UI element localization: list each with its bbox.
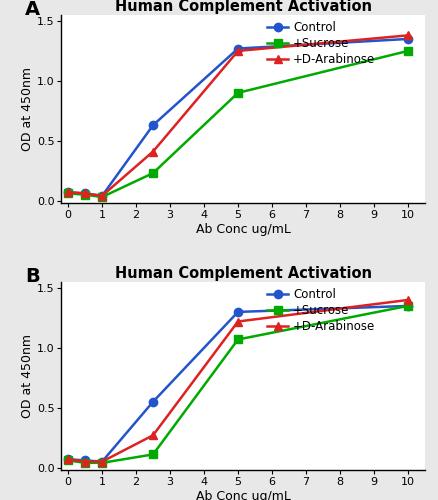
+Sucrose	[405, 48, 410, 54]
Line: Control: Control	[64, 302, 412, 466]
+Sucrose	[66, 190, 71, 196]
Line: +D-Arabinose: +D-Arabinose	[64, 296, 412, 466]
Legend: Control, +Sucrose, +D-Arabinose: Control, +Sucrose, +D-Arabinose	[267, 288, 375, 333]
Line: +Sucrose: +Sucrose	[64, 302, 412, 467]
Control	[99, 193, 105, 199]
Control	[82, 190, 88, 196]
Line: +Sucrose: +Sucrose	[64, 47, 412, 201]
+D-Arabinose	[66, 189, 71, 195]
+Sucrose	[235, 90, 240, 96]
+D-Arabinose	[99, 458, 105, 464]
+Sucrose	[82, 460, 88, 466]
Control	[405, 303, 410, 309]
+Sucrose	[150, 170, 155, 176]
Line: +D-Arabinose: +D-Arabinose	[64, 31, 412, 200]
+D-Arabinose	[150, 148, 155, 154]
Control	[82, 458, 88, 464]
Control	[99, 458, 105, 464]
+Sucrose	[150, 452, 155, 458]
+Sucrose	[82, 192, 88, 198]
+D-Arabinose	[405, 32, 410, 38]
+D-Arabinose	[150, 432, 155, 438]
+D-Arabinose	[235, 48, 240, 54]
Text: B: B	[25, 267, 40, 286]
X-axis label: Ab Conc ug/mL: Ab Conc ug/mL	[196, 490, 290, 500]
+Sucrose	[405, 303, 410, 309]
+D-Arabinose	[405, 297, 410, 303]
Line: Control: Control	[64, 35, 412, 200]
Control	[66, 189, 71, 195]
Control	[235, 309, 240, 315]
Y-axis label: OD at 450nm: OD at 450nm	[21, 334, 34, 418]
+Sucrose	[99, 460, 105, 466]
Text: A: A	[25, 0, 40, 19]
+D-Arabinose	[99, 193, 105, 199]
+D-Arabinose	[66, 456, 71, 462]
Y-axis label: OD at 450nm: OD at 450nm	[21, 67, 34, 151]
Legend: Control, +Sucrose, +D-Arabinose: Control, +Sucrose, +D-Arabinose	[267, 21, 375, 66]
Title: Human Complement Activation: Human Complement Activation	[115, 0, 371, 14]
+Sucrose	[99, 194, 105, 200]
+Sucrose	[66, 458, 71, 464]
Control	[66, 456, 71, 462]
+D-Arabinose	[235, 318, 240, 324]
+Sucrose	[235, 336, 240, 342]
Control	[150, 122, 155, 128]
+D-Arabinose	[82, 458, 88, 464]
Title: Human Complement Activation: Human Complement Activation	[115, 266, 371, 281]
X-axis label: Ab Conc ug/mL: Ab Conc ug/mL	[196, 222, 290, 235]
+D-Arabinose	[82, 190, 88, 196]
Control	[405, 36, 410, 42]
Control	[235, 46, 240, 52]
Control	[150, 398, 155, 404]
